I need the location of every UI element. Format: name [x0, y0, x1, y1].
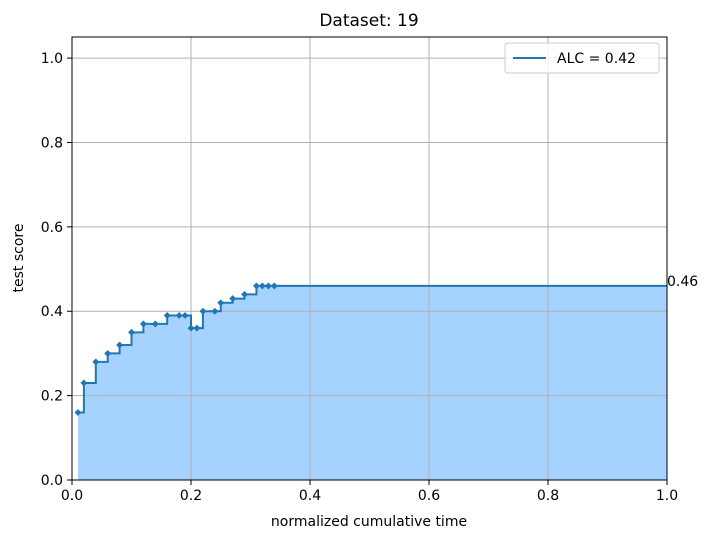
marker-layer [74, 282, 278, 417]
end-value-label: 0.46 [667, 274, 698, 290]
legend: ALC = 0.42 [504, 42, 660, 74]
data-point [74, 408, 82, 417]
x-tick-label: 0.0 [61, 488, 83, 504]
data-point [116, 341, 124, 349]
tick-layer: 0.0 0.2 0.4 0.6 0.8 1.0 0.0 0.2 0.4 0.6 0.8 1.0 [41, 51, 678, 504]
y-tick-label: 0.2 [41, 389, 63, 405]
y-tick-label: 0.4 [41, 304, 63, 320]
data-point [229, 295, 237, 303]
y-tick-label: 0.8 [41, 135, 63, 151]
area-layer [77, 285, 667, 480]
data-point [104, 349, 112, 357]
y-tick-label: 0.6 [41, 220, 63, 236]
data-point [151, 320, 159, 328]
x-tick-label: 0.2 [180, 488, 202, 504]
data-point [199, 307, 207, 315]
data-point [187, 324, 195, 332]
legend-label: ALC = 0.42 [557, 51, 636, 67]
x-axis-label: normalized cumulative time [271, 514, 467, 530]
data-point [127, 328, 136, 336]
plot-frame [71, 36, 668, 481]
data-point [211, 307, 219, 315]
data-point [258, 282, 266, 290]
data-point [252, 282, 261, 290]
x-tick-label: 0.8 [537, 488, 559, 504]
data-point [175, 311, 183, 320]
y-tick-label: 1.0 [41, 51, 63, 67]
x-tick-label: 0.6 [418, 488, 440, 504]
chart-title: Dataset: 19 [319, 11, 418, 31]
data-point [193, 324, 201, 332]
data-point [217, 299, 225, 307]
y-axis-label: test score [11, 224, 27, 293]
legend-box [504, 42, 660, 74]
data-point [181, 311, 189, 320]
data-point [163, 311, 171, 320]
data-point [270, 282, 278, 290]
data-point [139, 320, 147, 328]
data-point [80, 379, 88, 387]
x-tick-label: 1.0 [656, 488, 678, 504]
x-tick-label: 0.4 [299, 488, 321, 504]
area-fill [77, 285, 667, 480]
y-tick-label: 0.0 [41, 473, 63, 489]
data-point [240, 290, 249, 298]
data-point [92, 358, 100, 366]
data-point [264, 282, 272, 290]
